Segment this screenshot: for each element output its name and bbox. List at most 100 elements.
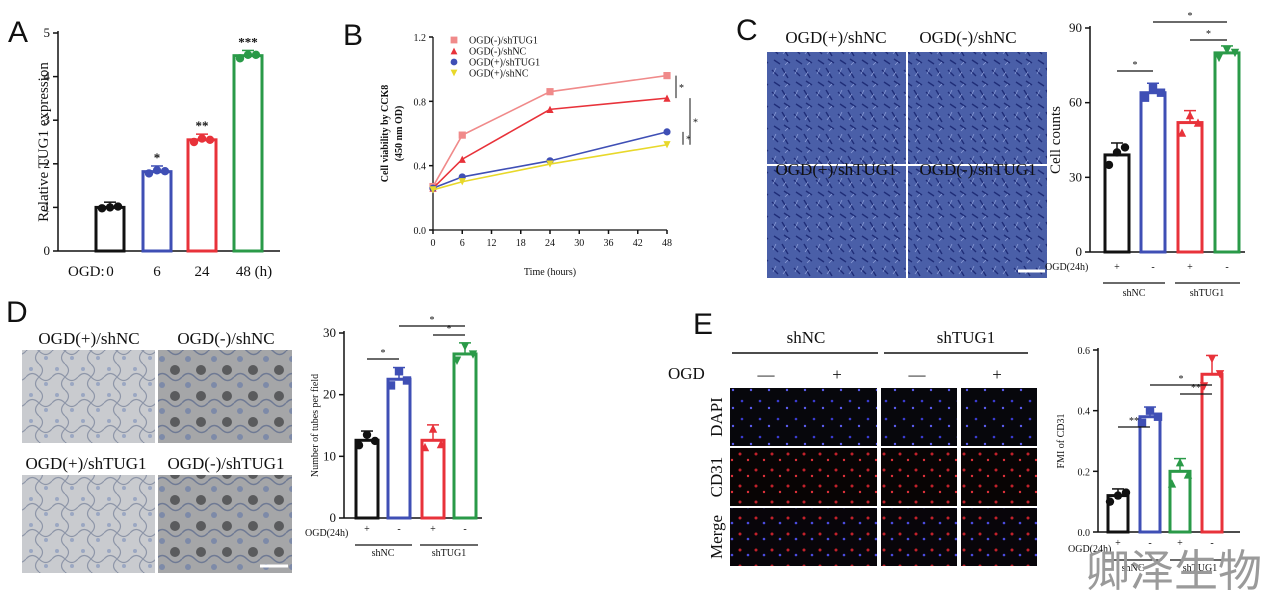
B-legend-label: OGD(+)/shTUG1 <box>469 58 540 69</box>
E-sig-3-label: * <box>1179 374 1184 385</box>
E-row-label: DAPI <box>707 397 726 437</box>
C-image-label: OGD(-)/shNC <box>919 28 1016 47</box>
C-image-label: OGD(-)/shTUG1 <box>919 160 1036 179</box>
E-datapoint <box>1207 354 1217 364</box>
D-datapoint <box>460 342 470 351</box>
A-bar <box>141 170 173 253</box>
C-category-label: + <box>1187 262 1193 273</box>
A-category-label: 24 <box>195 264 211 280</box>
E-fluorescence-image <box>881 388 957 446</box>
C-datapoint <box>1214 53 1224 63</box>
D-datapoint <box>428 424 438 433</box>
E-fluorescence-image <box>730 508 806 566</box>
E-group-label: shNC <box>1122 563 1145 574</box>
D-micrograph <box>158 350 292 443</box>
D-ytick-label: 20 <box>323 387 336 402</box>
C-sig-2-label: * <box>1206 29 1211 40</box>
C-category-label: + <box>1114 262 1120 273</box>
E-fluorescence-image <box>881 448 957 506</box>
E-sig-1-label: ** <box>1129 416 1139 427</box>
C-micrograph <box>908 52 1047 164</box>
B-legend-marker <box>450 58 458 66</box>
C-bar <box>1139 91 1167 254</box>
E-ytick-label: 0.0 <box>1078 528 1091 539</box>
D-image-label: OGD(-)/shNC <box>177 329 274 348</box>
D-sig-1-label: * <box>381 348 386 359</box>
B-ylabel2: (450 nm OD) <box>394 106 405 162</box>
D-micrograph <box>22 475 155 573</box>
D-ylabel: Number of tubes per field <box>310 374 321 477</box>
E-row-label: CD31 <box>707 457 726 498</box>
D-group-label: shNC <box>372 548 395 559</box>
C-datapoint <box>1177 128 1187 137</box>
C-datapoint <box>1104 160 1114 170</box>
A-datapoint <box>160 167 170 176</box>
E-group-header: shNC <box>787 328 826 347</box>
D-datapoint <box>386 381 396 390</box>
E-datapoint <box>1215 370 1225 379</box>
E-fluorescence-image <box>961 448 1037 506</box>
A-datapoint <box>152 166 162 175</box>
B-xtick-label: 30 <box>574 238 584 249</box>
E-fluorescence-image <box>961 508 1037 566</box>
D-image-label: OGD(+)/shTUG1 <box>25 454 146 473</box>
C-datapoint <box>1140 93 1150 102</box>
C-sig-3-label: * <box>1188 11 1193 22</box>
C-ylabel: Cell counts <box>1048 106 1064 174</box>
B-ytick-label: 0.4 <box>414 162 427 173</box>
D-bar <box>354 438 380 520</box>
A-bar <box>232 54 264 253</box>
C-ytick-label: 30 <box>1069 169 1082 184</box>
B-xlabel: Time (hours) <box>524 267 576 278</box>
E-fluorescence-image <box>801 508 877 566</box>
panel-label-D: D <box>6 296 28 329</box>
E-datapoint <box>1153 412 1163 421</box>
watermark-text: 卿泽生物 <box>1086 546 1262 596</box>
E-group-header: shTUG1 <box>937 328 996 347</box>
B-ytick-label: 1.2 <box>414 33 427 44</box>
E-bar <box>1200 372 1224 534</box>
E-fluorescence-image <box>801 388 877 446</box>
C-group-label: shNC <box>1123 288 1146 299</box>
D-ytick-label: 10 <box>323 448 336 463</box>
D-category-label: - <box>463 524 466 535</box>
D-datapoint <box>402 376 412 385</box>
B-series-marker <box>458 131 466 139</box>
D-category-label: + <box>364 524 370 535</box>
B-series-marker <box>663 128 671 136</box>
A-ytick-label: 3 <box>44 112 51 127</box>
A-ytick-label: 2 <box>44 156 51 171</box>
A-significance: *** <box>238 34 258 49</box>
panel-label-B: B <box>343 19 363 52</box>
A-x-prefix: OGD: <box>68 264 105 280</box>
E-row-label: Merge <box>707 515 726 559</box>
E-datapoint <box>1145 406 1155 415</box>
E-bar <box>1138 415 1162 534</box>
A-bar <box>186 138 218 253</box>
B-series-line <box>432 143 668 191</box>
E-fluorescence-image <box>881 508 957 566</box>
D-datapoint <box>452 356 462 365</box>
B-xtick-label: 6 <box>460 238 465 249</box>
C-group-label: shTUG1 <box>1190 288 1224 299</box>
D-image-label: OGD(+)/shNC <box>38 329 139 348</box>
B-significance: * <box>693 117 698 128</box>
B-series-marker <box>546 160 554 168</box>
B-ytick-label: 0.8 <box>414 97 427 108</box>
E-fluorescence-image <box>730 388 806 446</box>
E-ylabel: FMI of CD31 <box>1056 413 1067 468</box>
B-legend-label: OGD(+)/shNC <box>469 69 529 80</box>
A-ytick-label: 1 <box>44 199 51 214</box>
D-image-label: OGD(-)/shTUG1 <box>167 454 284 473</box>
A-datapoint <box>97 204 107 213</box>
B-ylabel: Cell viability by CCK8 <box>380 85 391 183</box>
C-datapoint <box>1112 148 1122 157</box>
A-significance: * <box>154 150 161 165</box>
D-bar <box>386 377 412 520</box>
B-series-line <box>432 97 668 189</box>
C-ytick-label: 0 <box>1076 244 1083 259</box>
E-fluorescence-image <box>961 388 1037 446</box>
C-image-label: OGD(+)/shNC <box>785 28 886 47</box>
B-series-marker <box>663 72 671 80</box>
